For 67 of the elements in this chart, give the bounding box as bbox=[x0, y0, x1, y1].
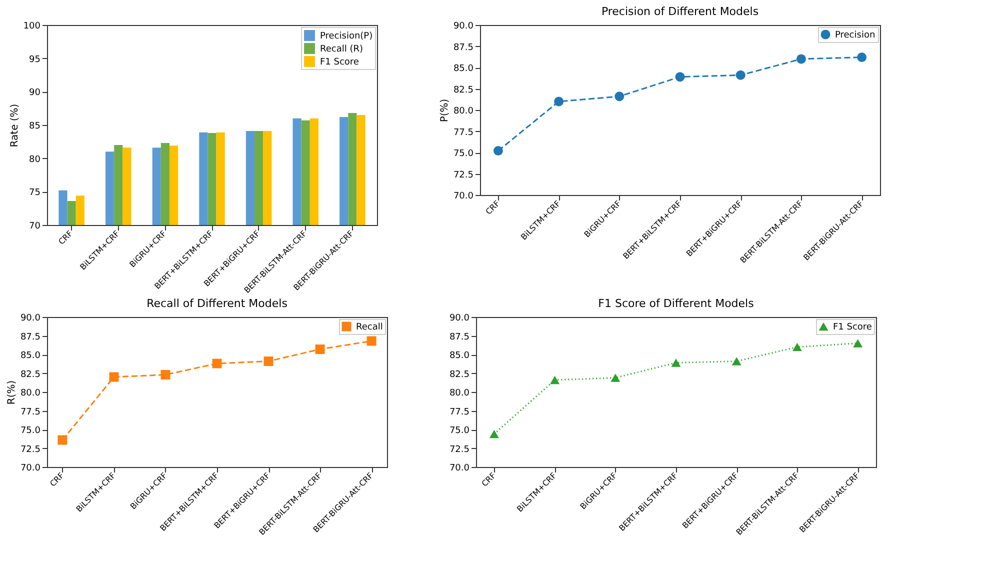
y-tick-label: 70.0 bbox=[449, 464, 470, 474]
point bbox=[212, 358, 222, 368]
point bbox=[109, 372, 119, 382]
point bbox=[315, 344, 325, 354]
y-tick-label: 72.5 bbox=[453, 170, 474, 180]
point bbox=[550, 376, 560, 384]
y-tick-label: 72.5 bbox=[449, 444, 470, 455]
y-tick-label: 85.0 bbox=[449, 351, 470, 361]
y-tick-label: 95 bbox=[29, 54, 40, 65]
point bbox=[796, 54, 806, 64]
legend-label: Recall (R) bbox=[320, 44, 363, 54]
y-tick-label: 87.5 bbox=[449, 332, 470, 342]
y-tick-label: 70 bbox=[29, 222, 41, 232]
y-tick-label: 87.5 bbox=[20, 332, 40, 342]
y-tick-label: 82.5 bbox=[453, 85, 474, 96]
legend-label: F1 Score bbox=[320, 58, 360, 68]
chart-title: Precision of Different Models bbox=[601, 5, 759, 18]
y-tick-label: 100 bbox=[23, 22, 41, 32]
chart-title: Recall of Different Models bbox=[146, 297, 288, 310]
y-tick-label: 82.5 bbox=[449, 370, 470, 380]
y-axis-title: P(%) bbox=[439, 98, 450, 122]
point bbox=[736, 70, 746, 80]
point bbox=[671, 358, 681, 367]
point bbox=[493, 146, 503, 156]
y-tick-label: 90 bbox=[29, 88, 41, 98]
point bbox=[58, 435, 68, 445]
y-tick-label: 75.0 bbox=[20, 426, 41, 436]
point bbox=[366, 336, 376, 346]
point bbox=[160, 370, 170, 380]
y-tick-label: 75 bbox=[29, 188, 40, 198]
y-tick-label: 90.0 bbox=[453, 22, 474, 32]
y-tick-label: 77.5 bbox=[20, 407, 40, 418]
point bbox=[264, 356, 274, 366]
point bbox=[489, 430, 499, 438]
point bbox=[610, 374, 620, 382]
y-axis-title: Rate (%) bbox=[9, 104, 20, 148]
point bbox=[614, 92, 624, 102]
point bbox=[554, 96, 564, 106]
legend-label: Precision bbox=[835, 30, 876, 40]
point bbox=[853, 339, 863, 348]
y-axis-title: R(%) bbox=[6, 380, 18, 405]
legend-label: F1 Score bbox=[833, 322, 872, 332]
point bbox=[675, 72, 685, 82]
y-tick-label: 90.0 bbox=[449, 314, 470, 324]
y-tick-label: 72.5 bbox=[20, 444, 40, 455]
y-tick-label: 70.0 bbox=[453, 192, 474, 202]
point bbox=[732, 357, 742, 366]
y-tick-label: 75.0 bbox=[453, 149, 474, 159]
y-tick-label: 80 bbox=[29, 154, 41, 165]
y-tick-label: 85 bbox=[29, 122, 40, 132]
y-tick-label: 75.0 bbox=[449, 426, 470, 436]
y-tick-label: 80.0 bbox=[20, 388, 41, 398]
point bbox=[792, 342, 802, 352]
y-tick-label: 85.0 bbox=[453, 64, 474, 74]
y-tick-label: 90.0 bbox=[20, 314, 41, 324]
legend-label: Precision(P) bbox=[320, 32, 373, 42]
chart-title: F1 Score of Different Models bbox=[598, 297, 754, 310]
y-tick-label: 77.5 bbox=[453, 128, 474, 138]
y-tick-label: 70.0 bbox=[20, 464, 41, 474]
y-tick-label: 80.0 bbox=[449, 388, 470, 398]
point bbox=[857, 52, 867, 62]
y-tick-label: 85.0 bbox=[20, 351, 41, 361]
y-tick-label: 77.5 bbox=[449, 407, 470, 418]
y-tick-label: 80.0 bbox=[453, 106, 474, 116]
y-tick-label: 87.5 bbox=[453, 42, 474, 53]
legend-label: Recall bbox=[356, 322, 383, 332]
y-tick-label: 82.5 bbox=[20, 370, 40, 380]
